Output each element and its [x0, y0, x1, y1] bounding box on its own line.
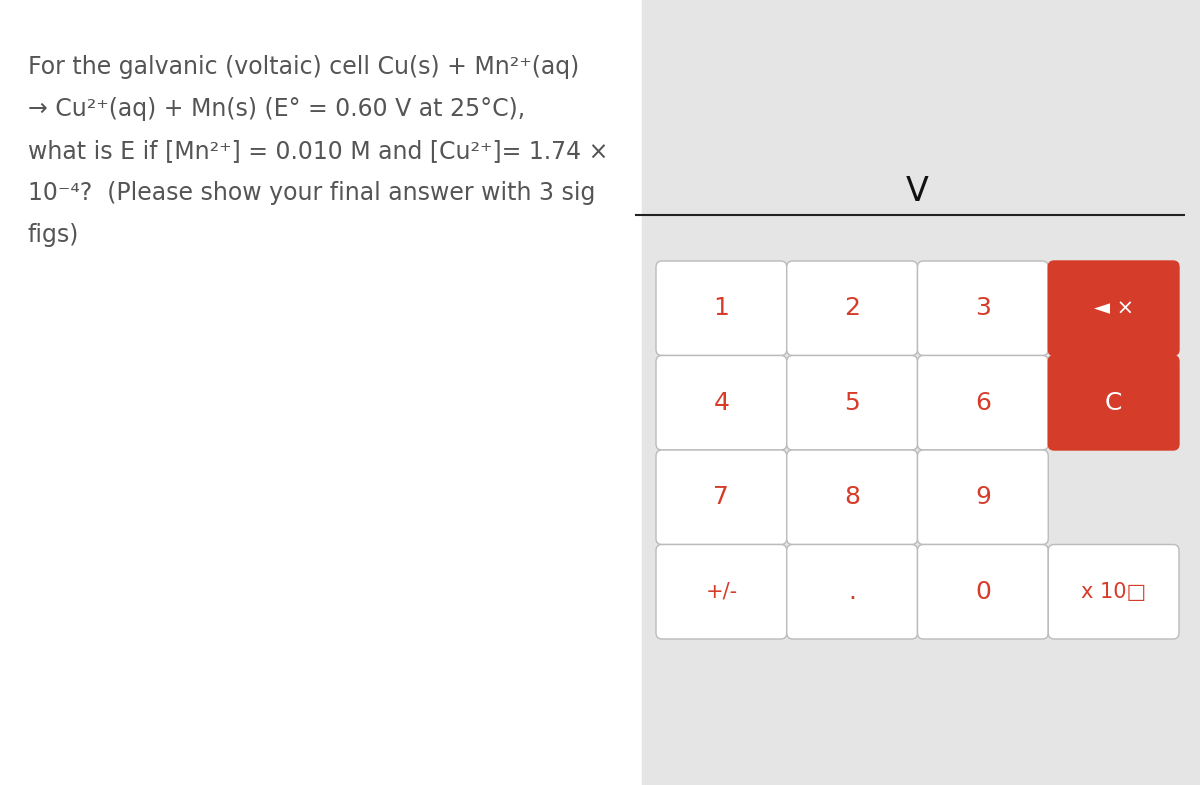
Text: x 10□: x 10□	[1081, 582, 1146, 602]
Text: .: .	[848, 580, 856, 604]
Bar	[642, 0, 1200, 785]
Text: 10⁻⁴?  (Please show your final answer with 3 sig: 10⁻⁴? (Please show your final answer wit…	[28, 181, 595, 205]
FancyBboxPatch shape	[656, 450, 787, 545]
Text: 0: 0	[974, 580, 991, 604]
Text: C: C	[1105, 391, 1122, 414]
Text: 7: 7	[714, 485, 730, 509]
FancyBboxPatch shape	[1049, 356, 1178, 450]
Text: 4: 4	[713, 391, 730, 414]
FancyBboxPatch shape	[656, 545, 787, 639]
Text: 3: 3	[974, 296, 991, 320]
FancyBboxPatch shape	[787, 545, 918, 639]
Text: 1: 1	[714, 296, 730, 320]
Text: 6: 6	[974, 391, 991, 414]
Text: 8: 8	[844, 485, 860, 509]
Text: For the galvanic (voltaic) cell Cu(s) + Mn²⁺(aq): For the galvanic (voltaic) cell Cu(s) + …	[28, 55, 580, 79]
FancyBboxPatch shape	[787, 450, 918, 545]
Text: +/-: +/-	[706, 582, 738, 602]
Text: 9: 9	[974, 485, 991, 509]
FancyBboxPatch shape	[656, 261, 787, 356]
FancyBboxPatch shape	[918, 450, 1049, 545]
FancyBboxPatch shape	[918, 261, 1049, 356]
FancyBboxPatch shape	[1049, 545, 1178, 639]
FancyBboxPatch shape	[918, 356, 1049, 450]
Text: figs): figs)	[28, 223, 79, 247]
FancyBboxPatch shape	[787, 261, 918, 356]
Text: 2: 2	[844, 296, 860, 320]
FancyBboxPatch shape	[656, 356, 787, 450]
FancyBboxPatch shape	[918, 545, 1049, 639]
Text: → Cu²⁺(aq) + Mn(s) (E° = 0.60 V at 25°C),: → Cu²⁺(aq) + Mn(s) (E° = 0.60 V at 25°C)…	[28, 97, 526, 121]
FancyBboxPatch shape	[787, 356, 918, 450]
Text: what is E if [Mn²⁺] = 0.010 M and [Cu²⁺]= 1.74 ×: what is E if [Mn²⁺] = 0.010 M and [Cu²⁺]…	[28, 139, 608, 163]
Text: ◄ ×: ◄ ×	[1093, 298, 1134, 318]
Text: V: V	[906, 175, 929, 208]
FancyBboxPatch shape	[1049, 261, 1178, 356]
Text: 5: 5	[845, 391, 860, 414]
Bar	[0, 0, 642, 785]
